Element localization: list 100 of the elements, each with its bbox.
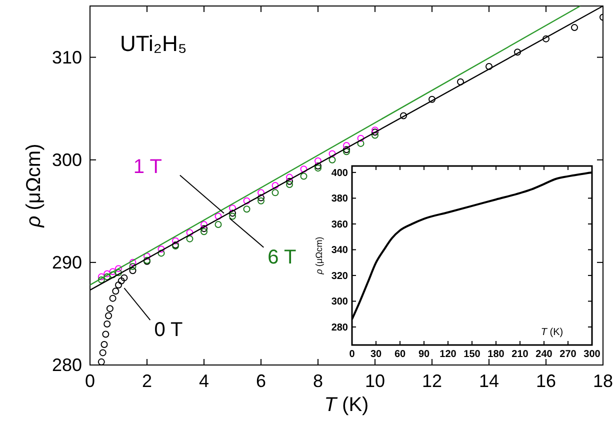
point <box>109 271 116 278</box>
point <box>514 48 521 56</box>
annotation: 1 T <box>133 156 162 178</box>
point <box>571 24 578 32</box>
point <box>300 172 308 180</box>
point <box>158 246 165 253</box>
x-tick-label: 210 <box>512 349 529 360</box>
point <box>357 134 364 142</box>
point <box>100 340 108 348</box>
point <box>286 180 293 188</box>
point <box>98 358 105 365</box>
point <box>243 197 250 204</box>
point <box>243 206 250 213</box>
x-tick-label: 14 <box>478 371 500 391</box>
point <box>186 235 194 242</box>
x-tick-label: 8 <box>312 371 324 391</box>
point <box>98 273 105 280</box>
y-tick-label: 320 <box>331 270 348 282</box>
point <box>372 132 378 139</box>
point <box>102 330 110 338</box>
point <box>258 197 264 204</box>
point <box>328 156 336 164</box>
x-tick-label: 6 <box>256 371 266 391</box>
point <box>214 220 222 228</box>
x-tick-label: 30 <box>370 349 382 360</box>
point <box>272 189 279 196</box>
point <box>109 294 116 302</box>
x-tick-label: 240 <box>536 349 553 360</box>
point <box>286 174 293 181</box>
point <box>486 63 492 70</box>
x-tick-label: 180 <box>488 349 505 360</box>
point <box>129 258 136 266</box>
x-tick-label: 10 <box>364 371 386 391</box>
y-tick-label: 300 <box>331 296 348 308</box>
x-tick-label: 60 <box>394 349 406 360</box>
point <box>115 265 122 272</box>
point <box>258 194 264 202</box>
y-axis-title: ρ (μΩcm) <box>23 144 45 228</box>
x-tick-label: 270 <box>560 349 577 360</box>
x-tick-label: 150 <box>464 349 481 360</box>
x-tick-label: 300 <box>584 349 601 360</box>
point <box>272 182 279 189</box>
point <box>115 281 122 288</box>
point <box>112 288 120 295</box>
point <box>286 178 293 185</box>
point <box>106 305 114 312</box>
y-tick-label: 290 <box>52 252 82 272</box>
x-tick-label: 2 <box>142 371 152 391</box>
y-tick-label: 280 <box>52 355 82 375</box>
point <box>343 142 350 149</box>
y-tick-label: 340 <box>331 245 348 256</box>
y-tick-label: 360 <box>331 219 348 230</box>
y-tick-label: 280 <box>331 322 348 334</box>
x-tick-label: 120 <box>440 349 457 360</box>
y-tick-label: 300 <box>52 150 82 170</box>
point <box>104 320 111 328</box>
y-axis-title: ρ (μΩcm) <box>314 236 324 276</box>
x-tick-label: 12 <box>422 371 442 391</box>
point <box>158 250 165 257</box>
point <box>229 210 236 217</box>
point <box>129 267 136 274</box>
y-tick-label: 310 <box>52 47 82 68</box>
y-tick-label: 380 <box>331 194 348 205</box>
point <box>258 189 264 196</box>
y-tick-label: 400 <box>331 168 348 179</box>
point <box>428 96 436 103</box>
annotation: 6 T <box>268 246 296 268</box>
point <box>129 263 136 270</box>
point <box>172 237 179 244</box>
point <box>104 273 111 280</box>
point <box>118 277 125 284</box>
x-tick-label: 18 <box>592 371 614 391</box>
x-tick-label: 16 <box>536 371 556 391</box>
point <box>200 228 208 236</box>
point <box>542 35 550 42</box>
point <box>186 229 194 236</box>
point <box>300 166 308 173</box>
point <box>314 157 322 164</box>
point <box>115 269 122 276</box>
point <box>144 252 150 260</box>
point <box>328 150 336 158</box>
x-axis-title: T (K) <box>324 394 369 416</box>
x-tick-label: 90 <box>418 349 430 360</box>
point <box>400 112 407 120</box>
point <box>214 212 222 220</box>
x-tick-label: 0 <box>84 371 96 391</box>
point <box>105 312 112 320</box>
x-axis-title: T (K) <box>540 327 564 338</box>
annotation: 0 T <box>154 319 183 342</box>
point <box>200 225 208 232</box>
point <box>357 140 364 147</box>
point <box>104 270 111 278</box>
x-tick-label: 4 <box>198 371 210 391</box>
text: UTi₂H₅ <box>120 31 187 56</box>
point <box>109 268 116 276</box>
point <box>457 78 464 86</box>
point <box>99 349 106 356</box>
point <box>229 212 236 220</box>
point <box>120 274 128 282</box>
point <box>314 164 322 172</box>
